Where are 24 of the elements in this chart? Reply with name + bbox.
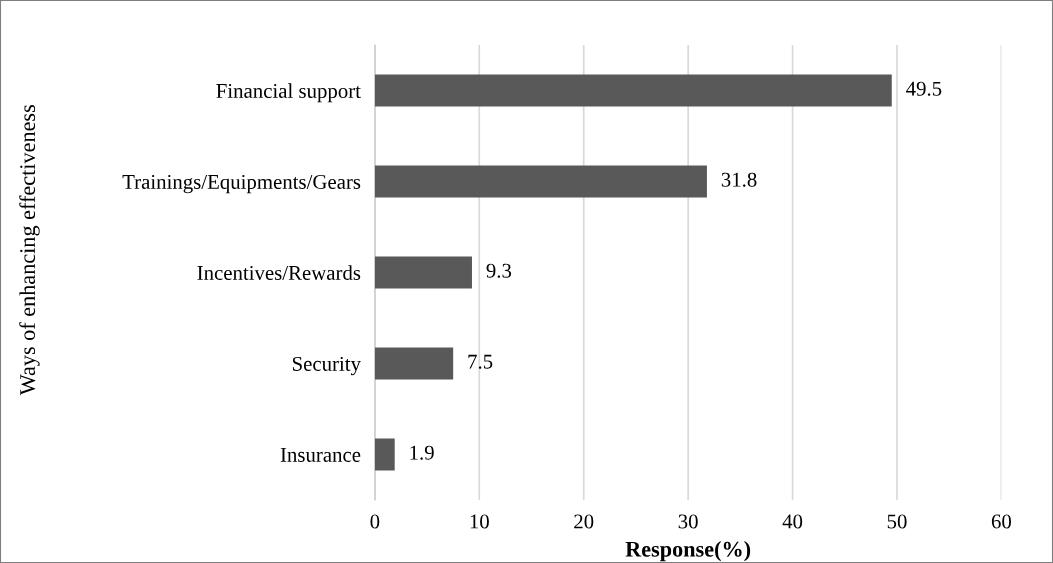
x-tick-label: 60 (991, 514, 1012, 529)
bar (374, 74, 892, 107)
y-tick-label: Incentives/Rewards (197, 265, 361, 280)
y-tick-label: Trainings/Equipments/Gears (122, 174, 361, 194)
bar (374, 347, 454, 380)
x-tick-label: 10 (470, 514, 489, 529)
y-tick-label: Insurance (280, 448, 361, 462)
data-label: 9.3 (486, 263, 512, 278)
data-label: 1.9 (410, 445, 434, 460)
y-axis-title: Ways of enhancing effectiveness (19, 105, 40, 396)
x-tick-label: 30 (678, 514, 698, 529)
y-tick-label: Financial support (216, 83, 361, 103)
bar (374, 438, 395, 471)
x-axis-title: Response(%) (625, 541, 751, 562)
x-tick-label: 40 (782, 514, 803, 529)
data-label: 49.5 (906, 81, 942, 96)
x-tick-label: 50 (887, 514, 907, 529)
bar (374, 256, 472, 289)
bar (374, 165, 707, 198)
x-tick-label: 0 (370, 514, 380, 529)
data-label: 31.8 (721, 172, 757, 187)
x-tick-label: 20 (574, 514, 594, 529)
data-label: 7.5 (468, 354, 493, 369)
y-tick-label: Security (292, 356, 361, 376)
